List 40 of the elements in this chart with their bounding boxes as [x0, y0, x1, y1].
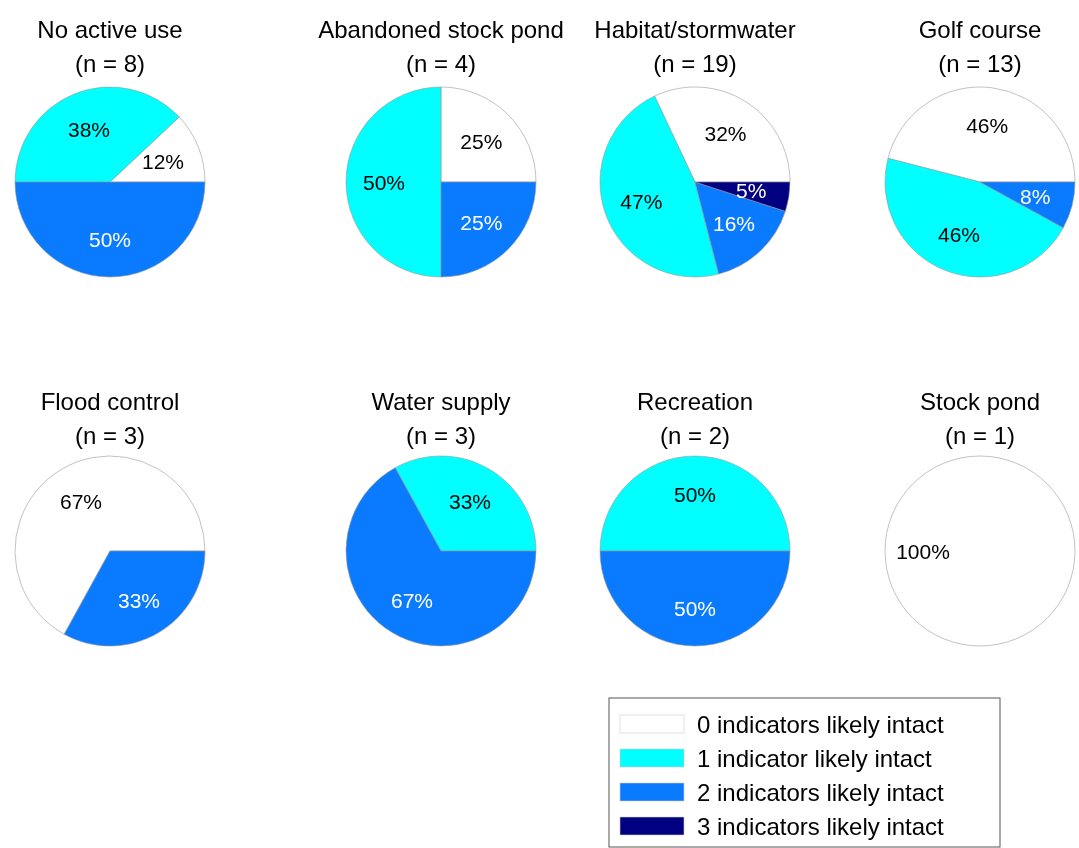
chart-title: No active use: [37, 16, 183, 44]
data-label: 67%: [59, 490, 102, 514]
data-label: 67%: [390, 588, 433, 612]
chart-subtitle: (n = 3): [74, 422, 146, 450]
chart-title: Golf course: [918, 16, 1042, 44]
chart-title: Recreation: [636, 388, 754, 416]
data-label: 16%: [713, 212, 756, 236]
legend-label: 3 indicators likely intact: [697, 812, 945, 840]
chart-title: Water supply: [371, 388, 511, 416]
data-label: 46%: [966, 113, 1009, 137]
data-label: 32%: [704, 122, 747, 146]
chart-subtitle: (n = 19): [653, 50, 737, 78]
data-label: 47%: [620, 189, 663, 213]
chart-subtitle: (n = 4): [405, 50, 477, 78]
data-label: 12%: [141, 149, 185, 173]
data-label: 46%: [938, 223, 981, 247]
chart-subtitle: (n = 1): [944, 422, 1016, 450]
chart-title: Flood control: [40, 388, 180, 416]
data-label: 50%: [673, 482, 717, 506]
data-label: 50%: [673, 596, 717, 620]
data-label: 50%: [88, 227, 132, 251]
data-label: 33%: [449, 490, 492, 514]
chart-title: Habitat/stormwater: [594, 16, 796, 44]
chart-title: Abandoned stock pond: [318, 16, 564, 44]
chart-subtitle: (n = 8): [74, 50, 146, 78]
data-label: 8%: [1020, 184, 1051, 208]
slice-label: 0 indicators likely intact: [697, 710, 945, 738]
data-label: 33%: [118, 588, 161, 612]
chart-subtitle: (n = 3): [405, 422, 477, 450]
chart-subtitle: (n = 13): [938, 50, 1022, 78]
legend-label: 2 indicators likely intact: [697, 778, 945, 806]
chart-subtitle: (n = 2): [659, 422, 731, 450]
data-label: 5%: [736, 179, 767, 203]
data-label: 100%: [896, 539, 950, 563]
chart-title: Stock pond: [919, 388, 1041, 416]
data-label: 38%: [68, 117, 111, 141]
data-label: 25%: [460, 210, 503, 234]
legend-label: 1 indicator likely intact: [697, 744, 933, 772]
data-label: 50%: [362, 170, 406, 194]
data-label: 25%: [460, 130, 503, 154]
